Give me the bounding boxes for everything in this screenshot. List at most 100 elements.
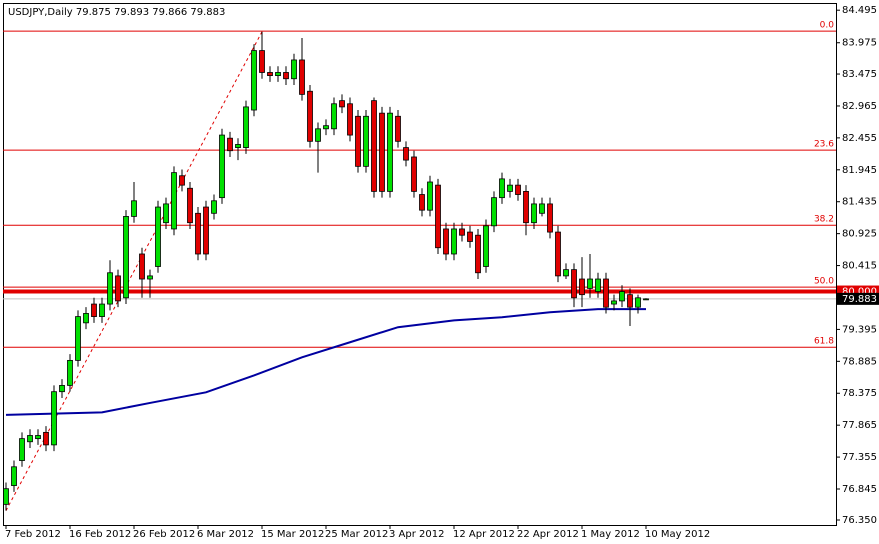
fib-label: 0.0: [820, 21, 835, 31]
x-tick-label: 3 Apr 2012: [389, 529, 444, 540]
y-tick-label: 83.975: [842, 38, 877, 49]
candle-body: [499, 178, 505, 199]
candle-body: [387, 112, 393, 192]
candle-body: [523, 190, 529, 224]
candle-body: [587, 278, 593, 289]
candle-body: [467, 231, 473, 242]
candle-body: [531, 203, 537, 224]
x-tick-label: 25 Mar 2012: [325, 529, 388, 540]
candle-body: [155, 206, 161, 267]
y-tick-label: 80.925: [842, 229, 877, 240]
candle-body: [75, 316, 81, 361]
candle-body: [243, 106, 249, 148]
candle-body: [595, 278, 601, 292]
candle-body: [435, 184, 441, 249]
candle-body: [427, 181, 433, 211]
candle-body: [315, 128, 321, 142]
candle-body: [131, 200, 137, 217]
candle-body: [411, 156, 417, 192]
x-tick-label: 26 Feb 2012: [133, 529, 195, 540]
candle-body: [115, 275, 121, 302]
candle-body: [19, 438, 25, 461]
candle-body: [459, 228, 465, 236]
candle-body: [171, 172, 177, 230]
candle-body: [11, 466, 17, 486]
x-tick-label: 1 May 2012: [581, 529, 640, 540]
candle-body: [139, 253, 145, 280]
x-tick-label: 6 Mar 2012: [197, 529, 254, 540]
y-tick-label: 77.865: [842, 420, 877, 431]
candle-body: [43, 431, 49, 446]
candle-body: [211, 200, 217, 214]
candle-body: [539, 203, 545, 214]
y-tick-label: 84.495: [842, 5, 877, 16]
candle-body: [563, 269, 569, 277]
candle-body: [219, 134, 225, 199]
candle-body: [555, 231, 561, 277]
candle-body: [291, 59, 297, 80]
moving-average: [5, 308, 646, 416]
candle-body: [419, 194, 425, 211]
x-tick-label: 7 Feb 2012: [5, 529, 61, 540]
current-price-box: [837, 292, 879, 305]
current-price-label: 79.883: [842, 294, 877, 305]
candle-body: [35, 435, 41, 440]
candle-body: [51, 391, 57, 446]
chart-title: USDJPY,Daily 79.875 79.893 79.866 79.883: [8, 7, 225, 18]
y-tick-label: 77.355: [842, 452, 877, 463]
x-tick-label: 12 Apr 2012: [453, 529, 515, 540]
candle-body: [339, 100, 345, 108]
candle-body: [371, 100, 377, 192]
candle-body: [251, 50, 257, 111]
candle-body: [67, 359, 73, 386]
y-tick-label: 83.475: [842, 69, 877, 80]
candle-body: [547, 203, 553, 233]
candle-body: [451, 228, 457, 255]
candle-body: [643, 298, 649, 301]
fib-label: 61.8: [814, 337, 834, 347]
candle-body: [619, 291, 625, 302]
candle-body: [395, 115, 401, 142]
y-tick-label: 78.885: [842, 356, 877, 367]
candle-body: [403, 147, 409, 161]
candle-body: [355, 115, 361, 167]
candle-body: [283, 72, 289, 80]
y-tick-label: 79.395: [842, 324, 877, 335]
candle-body: [579, 278, 585, 296]
candle-body: [507, 184, 513, 192]
candle-body: [163, 203, 169, 224]
candle-body: [443, 228, 449, 255]
x-tick-label: 10 May 2012: [645, 529, 710, 540]
y-tick-label: 76.845: [842, 484, 877, 495]
candle-body: [147, 275, 153, 280]
candle-body: [259, 50, 265, 73]
candle-body: [27, 435, 33, 443]
candle-body: [3, 488, 9, 505]
candle-body: [323, 125, 329, 130]
candle-body: [571, 269, 577, 299]
y-tick-label: 80.415: [842, 261, 877, 272]
y-tick-label: 81.435: [842, 197, 877, 208]
fib-label: 38.2: [814, 215, 834, 225]
candle-body: [83, 313, 89, 324]
candle-body: [107, 272, 113, 305]
candle-body: [59, 385, 65, 393]
candle-body: [195, 212, 201, 255]
candle-body: [611, 300, 617, 305]
fib-label: 50.0: [814, 277, 834, 287]
candle-body: [491, 197, 497, 227]
candle-body: [603, 278, 609, 308]
candle-body: [299, 59, 305, 95]
candle-body: [347, 103, 353, 136]
candle-body: [179, 175, 185, 186]
candle-body: [123, 216, 129, 299]
candle-body: [635, 297, 641, 308]
fib-label: 23.6: [814, 140, 834, 150]
y-tick-label: 82.455: [842, 133, 877, 144]
candle-body: [475, 234, 481, 274]
candle-body: [363, 115, 369, 167]
candle-body: [307, 90, 313, 142]
candle-body: [187, 187, 193, 224]
